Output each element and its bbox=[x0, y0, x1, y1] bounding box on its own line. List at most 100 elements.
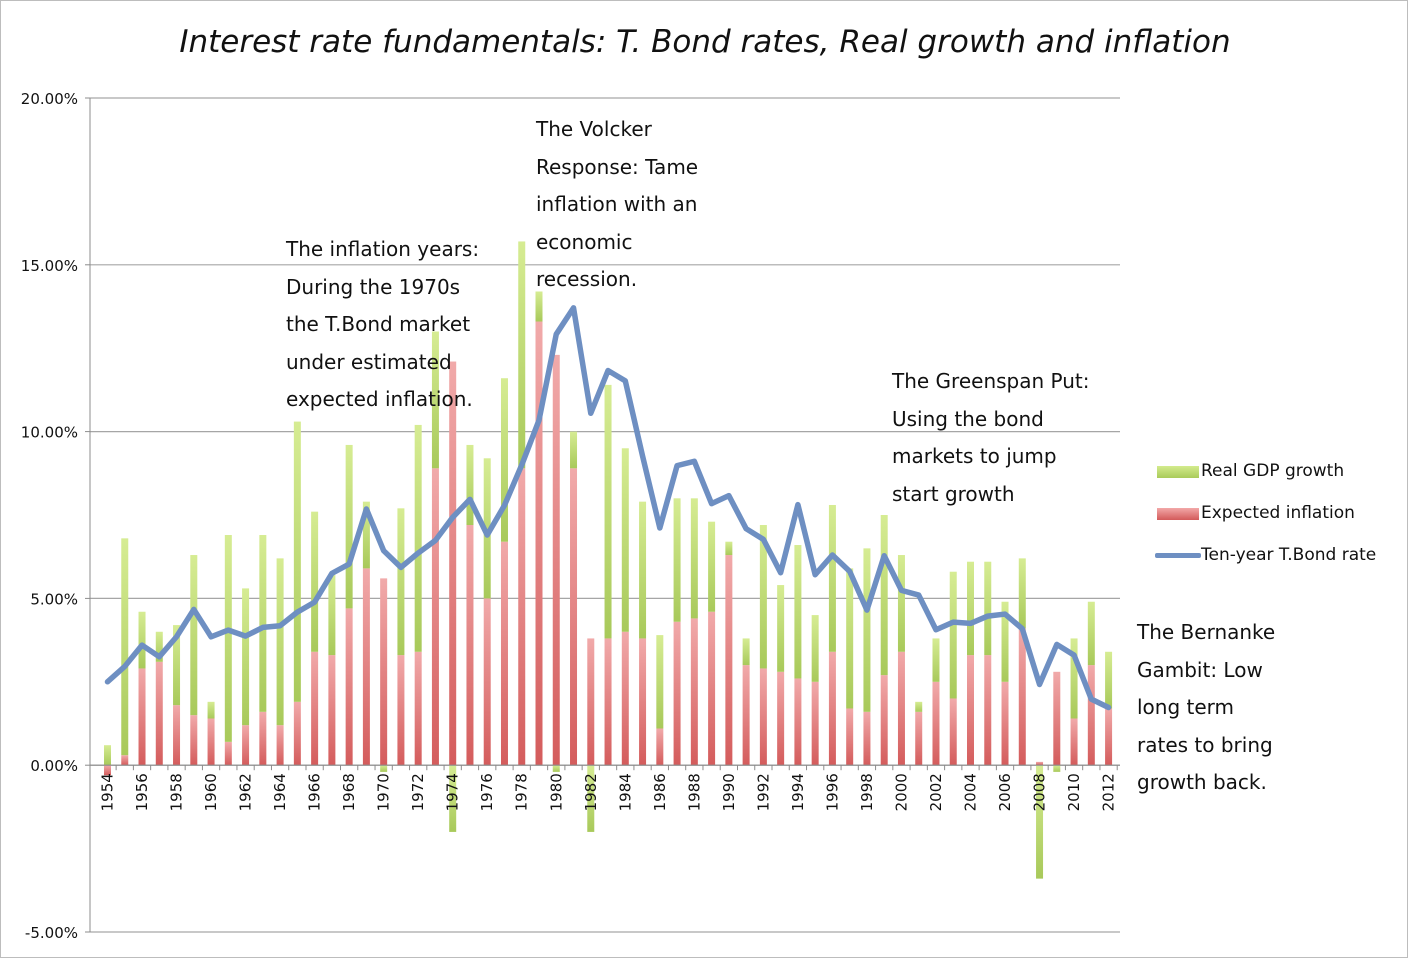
bar-layer bbox=[104, 241, 1113, 879]
bar-expected-inflation bbox=[932, 681, 940, 766]
bar-real-gdp-growth bbox=[483, 458, 491, 599]
bar-expected-inflation bbox=[224, 741, 232, 766]
bar-real-gdp-growth bbox=[311, 511, 319, 652]
legend-label-real-gdp-growth: Real GDP growth bbox=[1201, 461, 1345, 481]
bar-expected-inflation bbox=[500, 541, 508, 766]
bar-expected-inflation bbox=[967, 655, 974, 766]
x-tick-label: 1984 bbox=[616, 773, 634, 811]
y-tick-label: 15.00% bbox=[21, 257, 78, 275]
legend-item-real-gdp-growth: Real GDP growth bbox=[1155, 458, 1405, 500]
bar-expected-inflation bbox=[811, 681, 819, 766]
x-tick-label: 1998 bbox=[858, 773, 876, 811]
bar-real-gdp-growth bbox=[207, 701, 215, 719]
x-tick-label: 1972 bbox=[409, 773, 427, 811]
x-tick-label: 1980 bbox=[547, 773, 565, 811]
bar-expected-inflation bbox=[259, 711, 267, 766]
bar-real-gdp-growth bbox=[1036, 765, 1044, 879]
x-tick-label: 1982 bbox=[582, 773, 600, 811]
x-tick-label: 2004 bbox=[962, 773, 980, 811]
x-tick-label: 1960 bbox=[202, 773, 220, 811]
x-tick-label: 1954 bbox=[99, 773, 117, 811]
bar-real-gdp-growth bbox=[656, 635, 664, 729]
bar-expected-inflation bbox=[362, 568, 370, 766]
x-tick-label: 1976 bbox=[478, 773, 496, 811]
bar-real-gdp-growth bbox=[759, 525, 767, 669]
legend: Real GDP growth Expected inflation Ten-y… bbox=[1155, 458, 1405, 584]
bar-real-gdp-growth bbox=[915, 701, 923, 712]
bar-expected-inflation bbox=[673, 621, 681, 766]
annotation-volcker-response: The Volcker Response: Tame inflation wit… bbox=[536, 117, 699, 291]
bar-expected-inflation bbox=[880, 675, 888, 766]
bar-expected-inflation bbox=[915, 711, 923, 766]
bar-real-gdp-growth bbox=[397, 508, 405, 656]
x-tick-label: 1962 bbox=[237, 773, 255, 811]
bar-expected-inflation bbox=[552, 354, 560, 766]
bar-real-gdp-growth bbox=[1018, 558, 1026, 629]
bar-real-gdp-growth bbox=[345, 444, 353, 609]
bar-expected-inflation bbox=[1070, 718, 1078, 766]
bar-real-gdp-growth bbox=[742, 638, 750, 666]
bar-expected-inflation bbox=[207, 718, 215, 766]
bar-expected-inflation bbox=[104, 765, 111, 776]
bar-expected-inflation bbox=[570, 468, 578, 766]
x-tick-label: 1988 bbox=[685, 773, 703, 811]
line-layer bbox=[104, 305, 1112, 711]
x-tick-label: 1964 bbox=[271, 773, 289, 811]
x-tick-label: 1992 bbox=[754, 773, 772, 811]
bar-expected-inflation bbox=[293, 701, 301, 766]
bar-expected-inflation bbox=[1018, 628, 1026, 766]
bar-real-gdp-growth bbox=[293, 421, 301, 702]
x-tick-label: 2002 bbox=[927, 773, 945, 811]
bar-expected-inflation bbox=[949, 698, 957, 766]
bar-real-gdp-growth bbox=[259, 535, 267, 712]
bar-real-gdp-growth bbox=[1070, 638, 1078, 719]
bar-real-gdp-growth bbox=[794, 545, 802, 679]
x-tick-label: 2008 bbox=[1031, 773, 1049, 811]
bar-real-gdp-growth bbox=[777, 585, 785, 672]
x-tick-label: 1974 bbox=[444, 773, 462, 811]
bar-expected-inflation bbox=[794, 678, 802, 766]
bar-real-gdp-growth bbox=[466, 444, 474, 526]
legend-item-expected-inflation: Expected inflation bbox=[1155, 500, 1405, 542]
bar-expected-inflation bbox=[846, 708, 854, 766]
bar-real-gdp-growth bbox=[1053, 765, 1061, 772]
bar-expected-inflation bbox=[621, 631, 629, 766]
bar-real-gdp-growth bbox=[190, 555, 198, 716]
bar-expected-inflation bbox=[1036, 761, 1044, 766]
legend-swatch-expected-inflation bbox=[1157, 508, 1199, 520]
bar-real-gdp-growth bbox=[639, 501, 647, 639]
bar-expected-inflation bbox=[777, 671, 785, 766]
chart-title: Interest rate fundamentals: T. Bond rate… bbox=[179, 24, 1231, 60]
bar-real-gdp-growth bbox=[104, 745, 111, 766]
bar-real-gdp-growth bbox=[828, 504, 836, 652]
bar-expected-inflation bbox=[311, 651, 319, 766]
bar-real-gdp-growth bbox=[276, 558, 284, 726]
bar-real-gdp-growth bbox=[121, 538, 129, 756]
bar-expected-inflation bbox=[242, 725, 250, 766]
bar-real-gdp-growth bbox=[673, 498, 681, 622]
x-tick-label: 1978 bbox=[513, 773, 531, 811]
bar-real-gdp-growth bbox=[984, 561, 992, 656]
bar-expected-inflation bbox=[138, 668, 146, 766]
x-tick-label: 2010 bbox=[1065, 773, 1083, 811]
bar-real-gdp-growth bbox=[1105, 651, 1113, 709]
bar-expected-inflation bbox=[397, 655, 405, 766]
bar-real-gdp-growth bbox=[621, 448, 629, 632]
bar-expected-inflation bbox=[190, 715, 198, 766]
bar-expected-inflation bbox=[173, 705, 181, 766]
bar-real-gdp-growth bbox=[932, 638, 940, 682]
x-tick-label: 1996 bbox=[823, 773, 841, 811]
legend-item-tbond-rate: Ten-year T.Bond rate bbox=[1155, 542, 1405, 584]
bar-real-gdp-growth bbox=[242, 588, 250, 726]
bar-real-gdp-growth bbox=[328, 575, 336, 656]
bar-expected-inflation bbox=[1001, 681, 1009, 766]
bar-real-gdp-growth bbox=[880, 515, 888, 676]
bar-real-gdp-growth bbox=[449, 765, 457, 832]
bar-expected-inflation bbox=[1053, 671, 1061, 766]
y-tick-label: 5.00% bbox=[30, 590, 78, 608]
x-tick-label: 1986 bbox=[651, 773, 669, 811]
bar-expected-inflation bbox=[708, 611, 716, 766]
bar-expected-inflation bbox=[483, 598, 491, 766]
line-ten-year-tbond-rate bbox=[104, 305, 1112, 711]
bar-expected-inflation bbox=[690, 618, 698, 766]
